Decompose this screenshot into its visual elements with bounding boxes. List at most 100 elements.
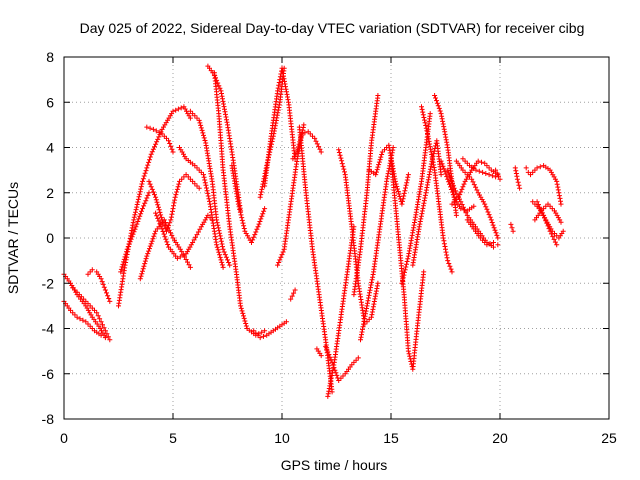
plus-marker (422, 120, 428, 126)
plus-marker (192, 181, 198, 187)
plus-marker (217, 85, 223, 91)
plus-marker (118, 269, 124, 275)
series-s15 (229, 163, 268, 245)
plus-marker (126, 241, 132, 247)
plus-marker (400, 278, 406, 283)
plus-marker (100, 322, 105, 328)
plus-marker (447, 172, 452, 178)
plus-marker (102, 335, 108, 341)
y-tick-label: 6 (46, 94, 54, 110)
plus-marker (172, 197, 178, 203)
plus-marker (275, 88, 281, 94)
plus-marker (257, 219, 263, 224)
plus-marker (375, 93, 381, 98)
plus-marker (340, 373, 346, 379)
plus-marker (446, 261, 452, 266)
plus-marker (516, 182, 522, 188)
plus-marker (142, 200, 148, 206)
plus-marker (147, 243, 153, 249)
plus-marker (461, 181, 467, 187)
plus-marker (78, 294, 84, 300)
plus-marker (147, 154, 153, 160)
plus-marker (399, 201, 405, 207)
plus-marker (216, 228, 222, 234)
plus-marker (451, 199, 457, 205)
x-tick-label: 25 (601, 430, 617, 446)
plus-marker (169, 211, 175, 217)
plus-marker (547, 228, 553, 234)
series-s32 (432, 93, 459, 218)
plus-marker (220, 264, 226, 270)
plus-marker (239, 308, 245, 314)
series-s30 (410, 138, 444, 268)
plus-marker (454, 191, 460, 197)
plus-marker (450, 192, 456, 198)
plus-marker (164, 239, 170, 245)
plus-marker (255, 332, 261, 338)
y-tick-labels: -8 -6 -4 -2 0 2 4 6 8 (42, 49, 55, 427)
plus-marker (122, 254, 128, 260)
plus-marker (395, 189, 401, 194)
plus-marker (169, 146, 175, 152)
plus-marker (150, 189, 156, 195)
plus-marker (490, 222, 496, 228)
plus-marker (550, 234, 556, 240)
plus-marker (68, 307, 73, 313)
plus-marker (456, 194, 462, 200)
plus-marker (89, 305, 95, 311)
plus-marker (175, 184, 181, 190)
plus-marker (118, 266, 124, 272)
plus-marker (407, 353, 413, 359)
plus-marker (487, 241, 493, 247)
plus-marker (70, 285, 76, 291)
plus-marker (537, 204, 543, 210)
plus-marker (138, 211, 144, 217)
plus-marker (517, 185, 523, 191)
plus-marker (487, 214, 493, 220)
plus-marker (418, 216, 424, 222)
plus-marker (153, 128, 159, 134)
plus-marker (148, 151, 154, 157)
series-s35 (453, 158, 501, 241)
plus-marker (435, 103, 441, 109)
plus-marker (445, 258, 451, 264)
plus-marker (104, 290, 109, 296)
plus-marker (220, 246, 226, 252)
plus-marker (197, 120, 203, 126)
plus-marker (405, 348, 411, 354)
plus-marker (175, 106, 181, 112)
plus-marker (235, 201, 241, 207)
x-axis-label: GPS time / hours (281, 457, 388, 473)
plus-marker (83, 319, 89, 325)
series-s1 (61, 271, 108, 341)
chart-title: Day 025 of 2022, Sidereal Day-to-day VTE… (80, 20, 585, 36)
plus-marker (185, 259, 190, 265)
series-s13 (205, 63, 244, 214)
plus-marker (168, 143, 174, 149)
plus-marker (150, 126, 156, 132)
plus-marker (336, 378, 342, 383)
plus-marker (150, 236, 156, 242)
plus-marker (241, 315, 247, 321)
plus-marker (170, 149, 176, 155)
plus-marker (179, 249, 185, 255)
plus-marker (170, 108, 176, 114)
plus-marker (171, 203, 176, 209)
plus-marker (402, 269, 407, 275)
plus-marker (194, 183, 200, 189)
plus-marker (139, 181, 145, 187)
plus-marker (552, 239, 558, 245)
plus-marker (261, 333, 266, 339)
plus-marker (152, 144, 157, 150)
plus-marker (130, 231, 136, 237)
plus-marker (191, 237, 197, 243)
plus-marker (323, 344, 329, 350)
plus-marker (105, 293, 111, 299)
plus-marker (404, 261, 409, 267)
plus-marker (146, 178, 152, 184)
plus-marker (187, 264, 193, 270)
plus-marker (446, 170, 452, 176)
plus-marker (174, 186, 180, 192)
plus-marker (482, 240, 488, 245)
plus-marker (445, 167, 451, 173)
